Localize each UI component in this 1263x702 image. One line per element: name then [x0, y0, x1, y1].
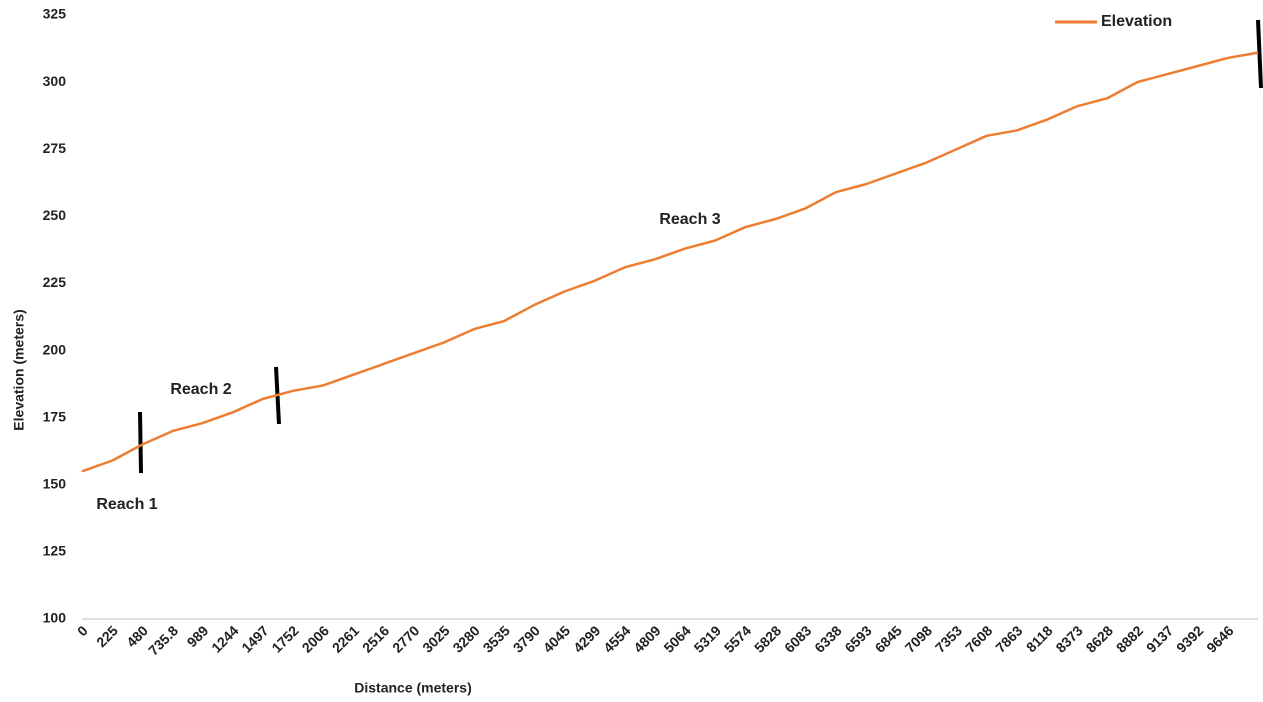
x-tick-label: 6338	[811, 622, 844, 655]
y-tick-label: 325	[43, 6, 67, 22]
x-tick-label: 1752	[268, 622, 301, 655]
y-tick-label: 300	[43, 73, 67, 89]
x-tick-label: 735.8	[145, 622, 181, 658]
x-tick-label: 4299	[570, 622, 603, 655]
x-tick-label: 3790	[510, 622, 543, 655]
x-axis-title: Distance (meters)	[354, 680, 472, 696]
x-tick-label: 5319	[691, 622, 724, 655]
y-tick-label: 150	[43, 475, 67, 491]
line	[81, 51, 1259, 473]
x-tick-label: 3280	[449, 622, 482, 655]
y-tick-label: 100	[43, 610, 67, 626]
x-tick-label: 5574	[721, 622, 754, 655]
y-axis-title: Elevation (meters)	[11, 309, 27, 430]
annotation: Reach 1	[96, 496, 157, 513]
x-tick-label: 8628	[1083, 622, 1116, 655]
annotation: Reach 2	[170, 381, 231, 398]
reach-boundary	[1256, 19, 1263, 89]
x-tick-label: 4554	[600, 622, 633, 655]
x-tick-label: 2516	[359, 622, 392, 655]
y-tick-label: 175	[43, 408, 67, 424]
y-tick-label: 225	[43, 274, 67, 290]
x-tick-label: 6845	[872, 622, 905, 655]
x-tick-label: 5064	[660, 622, 693, 655]
x-tick-label: 3025	[419, 622, 452, 655]
x-tick-label: 7353	[932, 622, 965, 655]
x-tick-label: 9646	[1203, 622, 1236, 655]
x-tick-label: 1244	[208, 622, 241, 655]
x-tick-label: 8118	[1023, 622, 1056, 655]
x-tick-label: 225	[93, 622, 121, 650]
x-tick-label: 9392	[1173, 622, 1206, 655]
y-tick-label: 250	[43, 207, 67, 223]
legend-label: Elevation	[1101, 13, 1172, 30]
reach-boundary	[138, 411, 143, 474]
x-tick-label: 1497	[238, 622, 271, 655]
x-tick-label: 2770	[389, 622, 422, 655]
y-tick-label: 200	[43, 341, 67, 357]
x-tick-label: 8882	[1113, 622, 1146, 655]
x-tick-label: 9137	[1143, 622, 1176, 655]
x-tick-label: 7608	[962, 622, 995, 655]
y-tick-label: 275	[43, 140, 67, 156]
x-tick-label: 7098	[902, 622, 935, 655]
x-tick-label: 4809	[630, 622, 663, 655]
annotation: Reach 3	[659, 211, 720, 228]
x-tick-label: 0	[74, 622, 91, 639]
x-tick-label: 6083	[781, 622, 814, 655]
x-tick-label: 5828	[751, 622, 784, 655]
y-tick-label: 125	[43, 543, 67, 559]
x-tick-label: 6593	[841, 622, 874, 655]
x-tick-label: 7863	[992, 622, 1025, 655]
x-tick-label: 4045	[540, 622, 573, 655]
x-tick-label: 989	[184, 622, 212, 650]
x-tick-label: 3535	[480, 622, 513, 655]
x-tick-label: 2261	[329, 622, 362, 655]
x-tick-label: 8373	[1052, 622, 1085, 655]
x-tick-label: 2006	[299, 622, 332, 655]
